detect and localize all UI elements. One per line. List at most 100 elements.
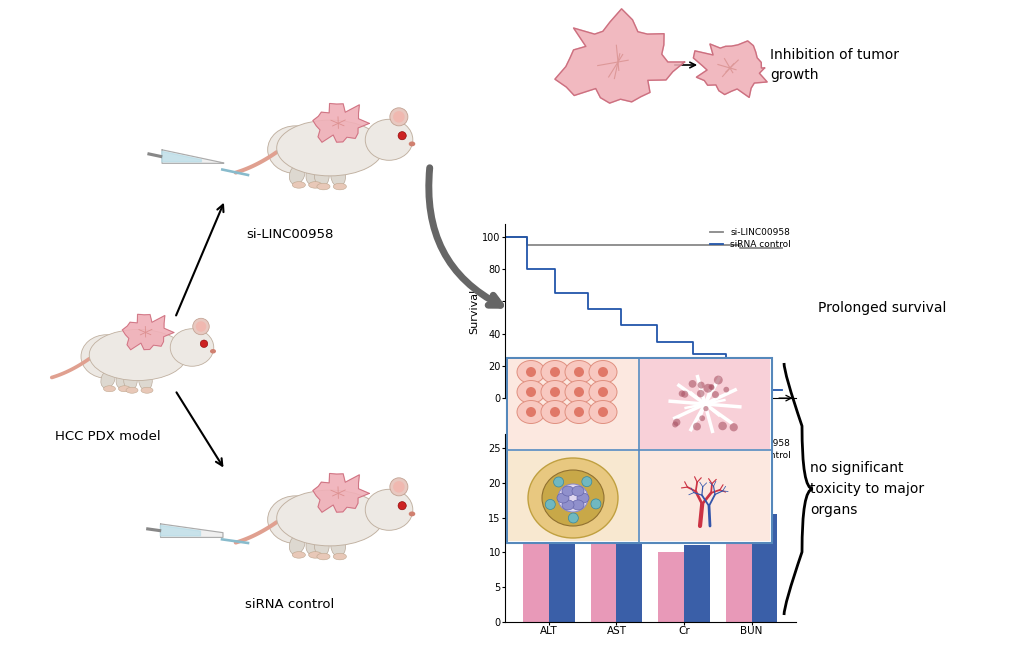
Legend: si-LINC00958, siRNA control: si-LINC00958, siRNA control xyxy=(709,228,791,249)
Bar xyxy=(751,514,776,622)
Polygon shape xyxy=(313,103,369,142)
Ellipse shape xyxy=(540,380,569,403)
Circle shape xyxy=(545,499,554,509)
Text: no significant
toxicity to major
organs: no significant toxicity to major organs xyxy=(809,461,923,517)
Ellipse shape xyxy=(193,318,209,335)
Ellipse shape xyxy=(330,165,345,186)
Ellipse shape xyxy=(289,164,305,185)
Ellipse shape xyxy=(561,500,574,510)
Bar xyxy=(615,502,642,622)
Ellipse shape xyxy=(309,551,321,558)
Ellipse shape xyxy=(267,126,323,174)
Ellipse shape xyxy=(292,182,305,188)
Ellipse shape xyxy=(90,330,186,380)
Polygon shape xyxy=(162,150,223,163)
Circle shape xyxy=(574,367,584,377)
Circle shape xyxy=(696,390,704,397)
Ellipse shape xyxy=(561,486,574,496)
X-axis label: Time: Time xyxy=(636,401,663,411)
Circle shape xyxy=(597,387,607,397)
Ellipse shape xyxy=(139,370,152,390)
Text: HCC PDX model: HCC PDX model xyxy=(55,430,160,443)
Ellipse shape xyxy=(314,165,329,186)
Ellipse shape xyxy=(565,401,592,424)
Text: si-LINC00958: si-LINC00958 xyxy=(246,228,333,241)
Bar xyxy=(507,451,637,541)
Ellipse shape xyxy=(126,388,138,393)
Bar xyxy=(639,451,769,541)
Circle shape xyxy=(722,387,729,392)
Bar xyxy=(506,358,771,543)
Ellipse shape xyxy=(389,478,408,496)
Circle shape xyxy=(526,407,535,417)
Circle shape xyxy=(708,384,713,390)
Circle shape xyxy=(200,340,208,347)
Ellipse shape xyxy=(565,361,592,384)
Circle shape xyxy=(681,391,688,398)
Polygon shape xyxy=(160,525,201,536)
Ellipse shape xyxy=(540,361,569,384)
Ellipse shape xyxy=(81,335,131,378)
Circle shape xyxy=(526,387,535,397)
Bar xyxy=(507,359,637,449)
Ellipse shape xyxy=(276,120,383,176)
Polygon shape xyxy=(122,315,173,349)
Ellipse shape xyxy=(317,553,330,560)
Circle shape xyxy=(574,387,584,397)
Circle shape xyxy=(553,477,564,487)
Circle shape xyxy=(549,387,559,397)
Circle shape xyxy=(711,391,718,398)
Ellipse shape xyxy=(588,380,616,403)
Circle shape xyxy=(688,380,696,388)
Ellipse shape xyxy=(141,388,153,393)
Text: Inhibition of tumor
growth: Inhibition of tumor growth xyxy=(769,48,898,82)
Ellipse shape xyxy=(118,386,130,392)
Ellipse shape xyxy=(196,321,206,332)
Ellipse shape xyxy=(267,496,323,544)
Circle shape xyxy=(692,422,700,430)
Bar xyxy=(548,486,574,622)
Ellipse shape xyxy=(540,401,569,424)
Ellipse shape xyxy=(309,182,321,188)
Bar xyxy=(726,519,751,622)
Ellipse shape xyxy=(409,511,415,517)
Polygon shape xyxy=(693,41,766,97)
Circle shape xyxy=(597,407,607,417)
Ellipse shape xyxy=(577,493,588,503)
Circle shape xyxy=(717,422,727,430)
Polygon shape xyxy=(554,9,684,103)
Ellipse shape xyxy=(306,164,321,185)
Ellipse shape xyxy=(517,401,544,424)
Circle shape xyxy=(397,132,406,139)
Bar xyxy=(639,359,769,449)
Ellipse shape xyxy=(123,370,138,390)
Ellipse shape xyxy=(333,184,346,190)
Bar xyxy=(684,545,709,622)
Ellipse shape xyxy=(517,380,544,403)
Ellipse shape xyxy=(330,535,345,557)
Circle shape xyxy=(703,406,708,411)
Polygon shape xyxy=(160,524,223,538)
Ellipse shape xyxy=(292,551,305,558)
Circle shape xyxy=(549,367,559,377)
Circle shape xyxy=(708,385,714,390)
Circle shape xyxy=(549,407,559,417)
Circle shape xyxy=(678,390,685,397)
Ellipse shape xyxy=(170,329,214,367)
Ellipse shape xyxy=(276,490,383,546)
Ellipse shape xyxy=(565,380,592,403)
Circle shape xyxy=(673,418,680,426)
Ellipse shape xyxy=(317,184,330,190)
Text: Prolonged survival: Prolonged survival xyxy=(817,301,946,315)
Ellipse shape xyxy=(409,141,415,146)
Circle shape xyxy=(574,407,584,417)
Circle shape xyxy=(703,384,711,393)
Bar xyxy=(590,507,615,622)
Ellipse shape xyxy=(289,534,305,555)
Circle shape xyxy=(568,513,578,523)
Ellipse shape xyxy=(557,484,587,512)
Ellipse shape xyxy=(210,349,216,353)
Circle shape xyxy=(713,376,722,384)
Ellipse shape xyxy=(365,490,413,530)
Ellipse shape xyxy=(588,401,616,424)
